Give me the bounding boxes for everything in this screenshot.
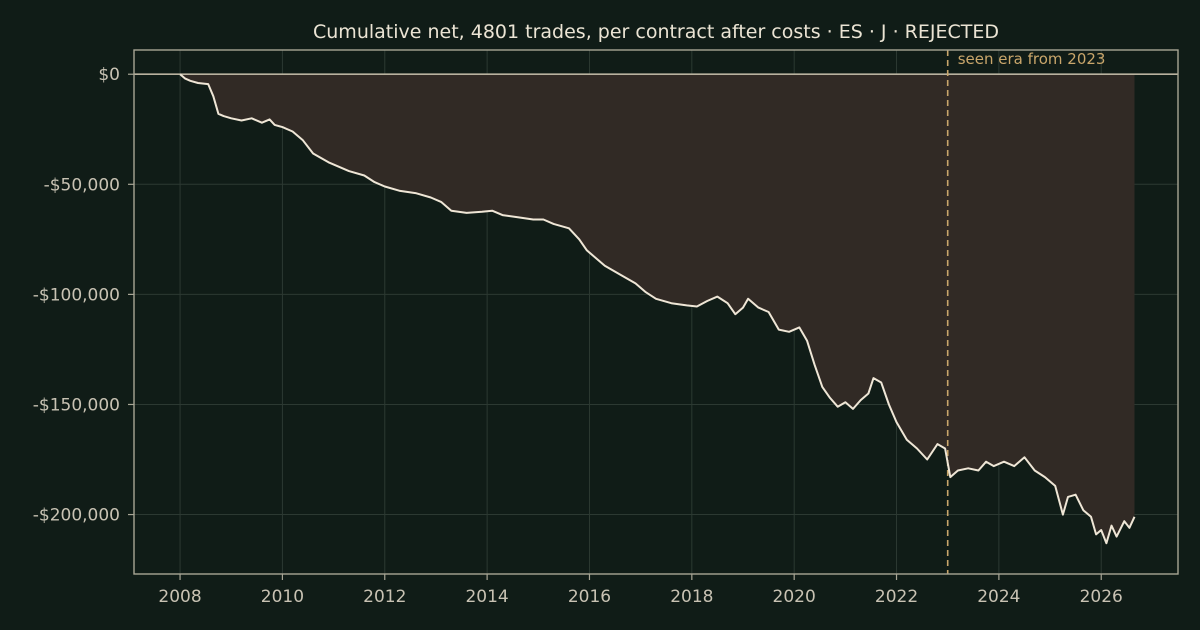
x-tick-label: 2016 [568, 587, 611, 607]
plot-frame [133, 49, 1179, 575]
seen-era-label: seen era from 2023 [958, 50, 1106, 68]
fill-layer [180, 74, 1135, 544]
x-tick-label: 2026 [1080, 587, 1123, 607]
x-axis: 2008 2010 2012 2014 2016 2018 2020 2022 2024 2026 [158, 574, 1123, 607]
x-tick-label: 2008 [158, 587, 201, 607]
chart-title: Cumulative net, 4801 trades, per contrac… [313, 21, 999, 43]
cumulative-net-line [179, 73, 1136, 545]
line-layer [179, 73, 1136, 545]
x-tick-label: 2018 [670, 587, 713, 607]
y-tick-label: $0 [98, 65, 120, 85]
x-tick-label: 2010 [261, 587, 304, 607]
y-axis: $0 -$50,000 -$100,000 -$150,000 -$200,000 [33, 65, 134, 526]
x-tick-label: 2014 [465, 587, 508, 607]
y-tick-label: -$100,000 [33, 285, 120, 305]
y-tick-label: -$200,000 [33, 506, 120, 526]
x-tick-label: 2020 [773, 587, 816, 607]
x-tick-label: 2022 [875, 587, 918, 607]
annotation-layer: seen era from 2023 [946, 50, 1106, 574]
x-tick-label: 2012 [363, 587, 406, 607]
drawdown-area [180, 74, 1135, 544]
y-tick-label: -$50,000 [44, 175, 120, 195]
x-tick-label: 2024 [977, 587, 1020, 607]
y-tick-label: -$150,000 [33, 395, 120, 415]
